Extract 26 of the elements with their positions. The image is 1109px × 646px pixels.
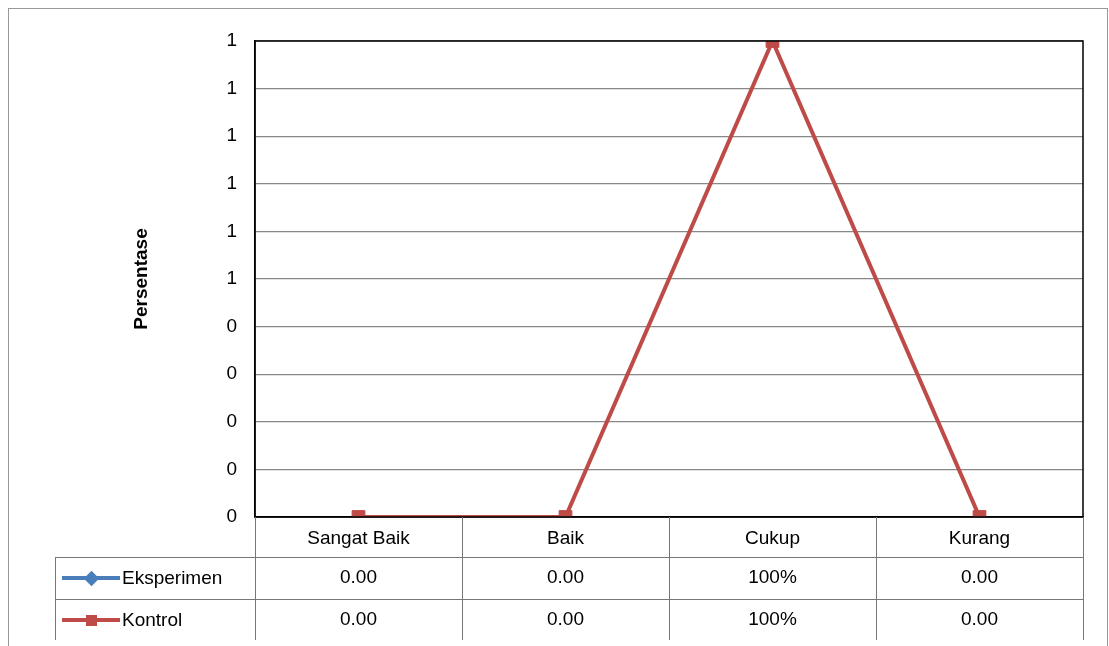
x-tick-label: Kurang [948,526,1011,548]
y-tick-label: 0 [226,410,237,432]
x-tick-label: Sangat Baik [307,526,411,548]
data-label: 0.00 [960,607,999,630]
text: 0.00 [961,566,998,587]
legend-label: Eksperimen [122,567,223,589]
y-tick-label: 1 [226,76,237,98]
text: 0.00 [547,566,584,587]
data-label: 0.00 [546,607,585,630]
y-tick-label: 0 [226,314,237,336]
x-tick-label: Baik [547,526,585,548]
data-label: 100% [747,607,798,630]
x-tick-label: Cukup [745,526,800,548]
y-tick-label: 1 [226,29,237,51]
y-tick-label: 1 [226,172,237,194]
y-tick-label: 1 [226,124,237,146]
y-axis-title: Persentase [129,228,151,330]
text: 0.00 [340,566,377,587]
y-tick-label: 0 [226,362,237,384]
legend-label: Kontrol [122,608,183,631]
text: 100% [748,566,797,587]
y-tick-label: 0 [226,457,237,479]
y-tick-label: 0 [226,505,237,527]
y-tick-label: 1 [226,267,237,289]
y-tick-label: 1 [226,219,237,241]
data-label: 0.00 [339,607,378,630]
